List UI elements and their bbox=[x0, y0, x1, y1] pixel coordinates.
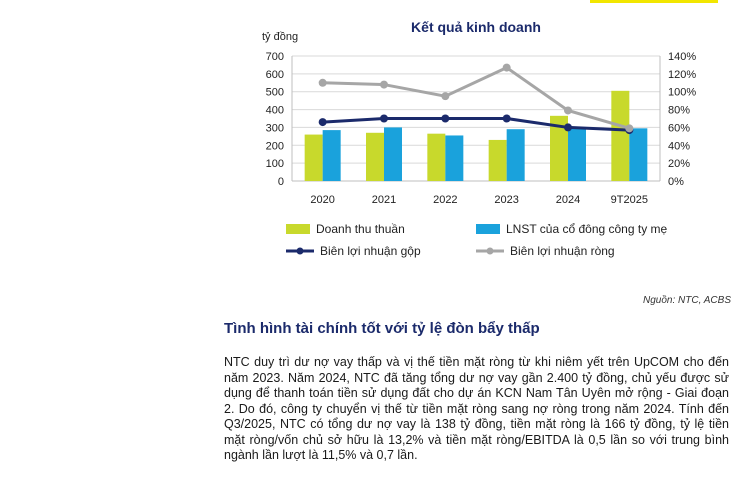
accent-line bbox=[590, 0, 718, 3]
point-net-margin bbox=[564, 106, 572, 115]
x-tick-label: 2024 bbox=[556, 194, 580, 206]
section-heading: Tình hình tài chính tốt với tỷ lệ đòn bẩ… bbox=[224, 320, 540, 337]
x-tick-label: 2022 bbox=[433, 194, 457, 206]
right-tick-label: 120% bbox=[668, 69, 696, 81]
bar-profit bbox=[506, 129, 525, 181]
business-results-chart: Kết quả kinh doanh tỷ đồng 0 100 200 300 400 50… bbox=[262, 19, 696, 206]
left-tick-label: 700 bbox=[266, 51, 284, 63]
legend-item-gross-margin: Biên lợi nhuận gộp bbox=[286, 244, 421, 258]
right-tick-label: 20% bbox=[668, 158, 690, 170]
right-tick-label: 40% bbox=[668, 140, 690, 152]
point-net-margin bbox=[502, 63, 511, 72]
series-line-gross-margin bbox=[322, 117, 630, 132]
x-tick-label: 9T2025 bbox=[611, 194, 648, 206]
point-net-margin bbox=[441, 92, 450, 101]
left-axis-unit-label: tỷ đồng bbox=[262, 31, 298, 43]
bar-revenue bbox=[304, 134, 323, 181]
x-tick-label: 2020 bbox=[310, 194, 334, 206]
x-tick-label: 2023 bbox=[494, 194, 518, 206]
series-line-net-margin bbox=[322, 65, 630, 130]
point-net-margin bbox=[625, 124, 634, 133]
bar-revenue bbox=[611, 90, 630, 181]
chart-title: Kết quả kinh doanh bbox=[411, 19, 541, 35]
legend-label-revenue: Doanh thu thuần bbox=[316, 222, 405, 236]
point-net-margin bbox=[318, 78, 327, 87]
bar-revenue bbox=[550, 115, 568, 181]
point-gross-margin bbox=[318, 118, 327, 127]
chart-container: Kết quả kinh doanh tỷ đồng 0 100 200 300 400 50… bbox=[262, 19, 696, 258]
left-tick-label: 100 bbox=[266, 158, 284, 170]
left-tick-label: 200 bbox=[266, 140, 284, 152]
legend-item-net-margin: Biên lợi nhuận ròng bbox=[476, 244, 615, 258]
point-net-margin bbox=[380, 80, 388, 89]
right-tick-label: 80% bbox=[668, 105, 690, 117]
left-tick-label: 0 bbox=[278, 176, 284, 188]
body-paragraph: NTC duy trì dư nợ vay thấp và vị thế tiề… bbox=[224, 355, 729, 462]
bar-profit bbox=[629, 128, 648, 181]
bar-profit bbox=[445, 135, 464, 181]
bar-revenue bbox=[427, 133, 446, 181]
legend-swatch-gross-margin bbox=[286, 247, 314, 255]
right-tick-label: 60% bbox=[668, 122, 690, 134]
left-tick-label: 500 bbox=[266, 87, 284, 99]
legend-item-profit: LNST của cổ đông công ty mẹ bbox=[476, 222, 667, 236]
source-note: Nguồn: NTC, ACBS bbox=[643, 295, 731, 306]
legend-swatch-revenue bbox=[286, 224, 310, 234]
bar-revenue bbox=[366, 132, 384, 181]
point-gross-margin bbox=[502, 114, 511, 123]
legend-label-gross-margin: Biên lợi nhuận gộp bbox=[320, 244, 421, 258]
point-gross-margin bbox=[380, 114, 388, 123]
bar-profit bbox=[322, 130, 341, 181]
left-tick-label: 400 bbox=[266, 105, 284, 117]
x-tick-label: 2021 bbox=[372, 194, 396, 206]
legend-label-net-margin: Biên lợi nhuận ròng bbox=[510, 244, 615, 258]
left-tick-label: 300 bbox=[266, 122, 284, 134]
bar-revenue bbox=[488, 139, 507, 181]
point-gross-margin bbox=[441, 114, 450, 123]
right-tick-label: 0% bbox=[668, 176, 684, 188]
right-tick-label: 140% bbox=[668, 51, 696, 63]
bar-profit bbox=[568, 128, 586, 181]
point-gross-margin bbox=[564, 123, 572, 132]
legend-swatch-profit bbox=[476, 224, 500, 234]
legend-swatch-net-margin bbox=[476, 247, 504, 255]
right-tick-label: 100% bbox=[668, 87, 696, 99]
left-tick-label: 600 bbox=[266, 69, 284, 81]
legend-item-revenue: Doanh thu thuần bbox=[286, 222, 405, 236]
bar-profit bbox=[384, 127, 402, 181]
legend-label-profit: LNST của cổ đông công ty mẹ bbox=[506, 222, 668, 236]
